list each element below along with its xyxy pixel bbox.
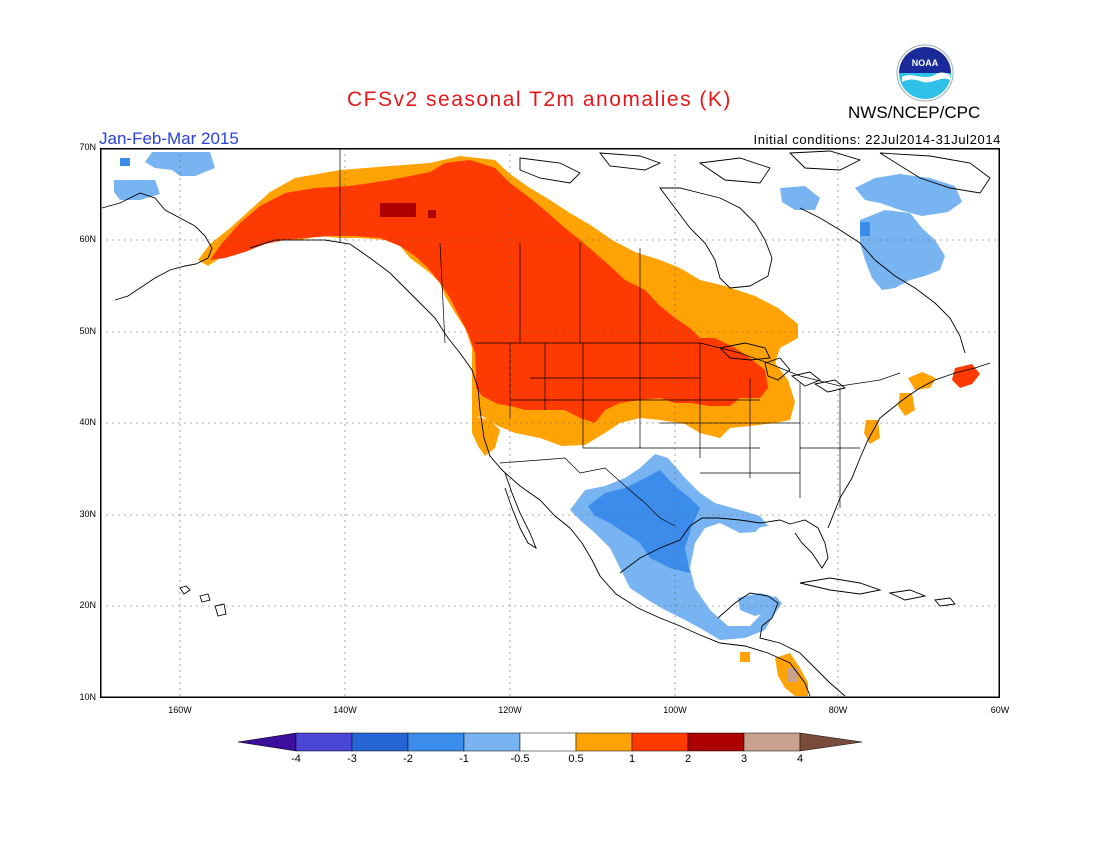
lat-label-40n: 40N <box>79 417 96 427</box>
colorbar-cell <box>687 732 745 752</box>
colorbar-cell <box>407 732 465 752</box>
lat-label-20n: 20N <box>79 600 96 610</box>
warm-hotspot-darkred-small <box>428 210 436 218</box>
agency-label: NWS/NCEP/CPC <box>848 103 981 122</box>
cool-region-baffin <box>780 186 820 210</box>
colorbar-label: 2 <box>684 753 692 765</box>
colorbar-label: 0.5 <box>568 753 584 765</box>
colorbar-cell <box>519 732 577 752</box>
cool-region-mexico-medium <box>588 470 700 573</box>
colorbar-arrow-left <box>238 732 297 752</box>
cool-region-gulf-coast <box>715 508 768 530</box>
brown-region-central-america <box>788 668 798 682</box>
initial-conditions-label: Initial conditions: 22Jul2014-31Jul2014 <box>753 132 1001 147</box>
warm-region-maritimes <box>908 372 936 390</box>
warm-region-central-america-2 <box>740 652 750 662</box>
warm-region-new-england <box>898 393 915 416</box>
colorbar-cell <box>631 732 689 752</box>
colorbar-cell <box>575 732 633 752</box>
coastlines <box>101 150 991 697</box>
cool-region-yucatan <box>738 593 778 616</box>
lat-lon-grid <box>100 148 1000 698</box>
cool-region-arctic-west <box>114 180 160 200</box>
lat-label-10n: 10N <box>79 692 96 702</box>
cool-region-arctic-dark <box>120 158 130 166</box>
colorbar-cell <box>351 732 409 752</box>
chart-title: CFSv2 seasonal T2m anomalies (K) <box>347 88 732 111</box>
colorbar-label: -2 <box>403 753 413 765</box>
colorbar-label: -0.5 <box>510 753 530 765</box>
warm-region-california <box>472 416 500 456</box>
period-label: Jan-Feb-Mar 2015 <box>99 129 239 148</box>
lat-label-70n: 70N <box>79 142 96 152</box>
map-frame <box>100 148 1000 698</box>
lat-label-60n: 60N <box>79 234 96 244</box>
lon-label-60w: 60W <box>990 705 1010 715</box>
lon-label-80w: 80W <box>828 705 848 715</box>
colorbar-label: 4 <box>796 753 804 765</box>
lat-label-30n: 30N <box>79 509 96 519</box>
colorbar-label: 3 <box>740 753 748 765</box>
colorbar-cell <box>463 732 521 752</box>
cool-region-quebec <box>860 210 945 290</box>
colorbar-label: -1 <box>459 753 469 765</box>
political-boundaries <box>339 148 901 527</box>
warm-region-nova-scotia <box>952 364 980 388</box>
cool-region-quebec-dark <box>860 222 870 236</box>
lon-label-140w: 140W <box>333 705 357 715</box>
lon-label-100w: 100W <box>663 705 687 715</box>
colorbar-cell <box>743 732 801 752</box>
lon-label-160w: 160W <box>168 705 192 715</box>
colorbar-cell <box>295 732 353 752</box>
colorbar <box>238 732 862 752</box>
colorbar-arrow-right <box>799 732 862 752</box>
lat-label-50n: 50N <box>79 326 96 336</box>
lon-label-120w: 120W <box>498 705 522 715</box>
colorbar-label: 1 <box>628 753 636 765</box>
cool-region-arctic-bering <box>145 152 215 176</box>
cool-region-arctic-east <box>855 174 962 216</box>
anomaly-map <box>100 148 1000 698</box>
logo-text: NOAA <box>912 58 939 68</box>
noaa-logo: NOAA <box>896 44 954 102</box>
colorbar-label: -3 <box>347 753 357 765</box>
warm-region-red <box>210 160 768 423</box>
colorbar-label: -4 <box>291 753 301 765</box>
warm-hotspot-darkred <box>380 203 416 217</box>
